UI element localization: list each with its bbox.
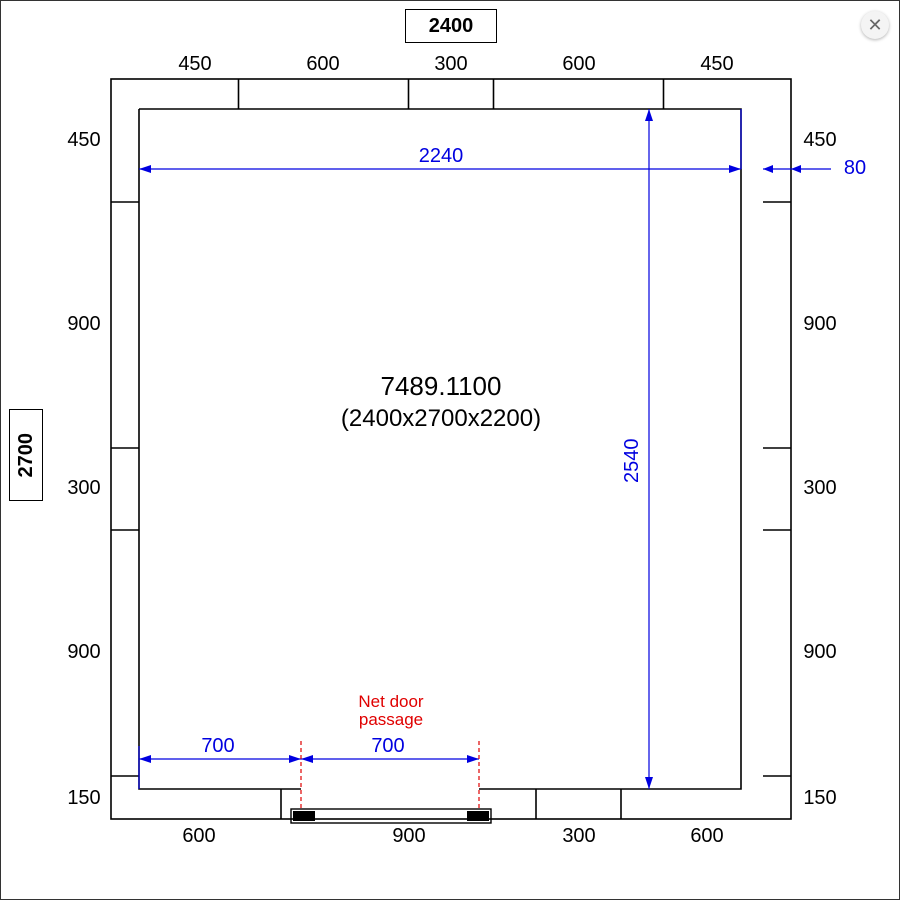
bot-seg-2: 900 [379, 825, 439, 848]
door-frame-right [467, 811, 489, 821]
l2: 900 [61, 313, 107, 336]
top-seg-4: 600 [549, 53, 609, 76]
wall-label: 80 [835, 157, 875, 180]
r4: 900 [797, 641, 843, 664]
r2: 900 [797, 313, 843, 336]
drawing-canvas: ✕ 2400 2700 [0, 0, 900, 900]
top-seg-2: 600 [293, 53, 353, 76]
l4: 900 [61, 641, 107, 664]
door-left-dim: 700 [193, 735, 243, 758]
l5: 150 [61, 787, 107, 810]
l1: 450 [61, 129, 107, 152]
r3: 300 [797, 477, 843, 500]
door-frame-left [293, 811, 315, 821]
door-width-dim: 700 [363, 735, 413, 758]
top-seg-1: 450 [155, 53, 235, 76]
door-passage-label: Net door passage [331, 693, 451, 729]
product-code: 7489.1100 [301, 371, 581, 402]
bot-seg-4: 600 [677, 825, 737, 848]
top-seg-5: 450 [687, 53, 747, 76]
l3: 300 [61, 477, 107, 500]
inner-height-label: 2540 [621, 421, 644, 501]
product-dims: (2400x2700x2200) [301, 405, 581, 433]
plan-svg [1, 1, 900, 901]
bot-seg-1: 600 [169, 825, 229, 848]
top-seg-3: 300 [421, 53, 481, 76]
bot-seg-3: 300 [549, 825, 609, 848]
inner-width-label: 2240 [401, 145, 481, 168]
r1: 450 [797, 129, 843, 152]
r5: 150 [797, 787, 843, 810]
